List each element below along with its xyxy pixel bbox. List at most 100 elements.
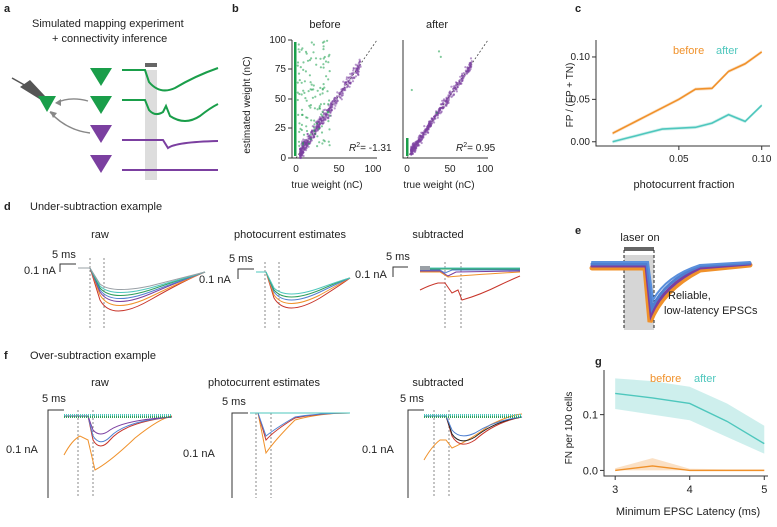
panel-b-before-false-positive-point — [318, 141, 321, 144]
panel-b-before-connected-point — [306, 144, 309, 147]
panel-d-estimates-scalebar — [237, 268, 254, 279]
panel-b-before-false-positive-point — [326, 90, 329, 93]
panel-g-axes — [603, 370, 768, 477]
panel-b-before-connected-point — [319, 117, 322, 121]
panel-b-before-false-positive-point — [304, 97, 307, 100]
panel-b-before-connected-point — [304, 149, 308, 152]
panel-f-title-raw: raw — [91, 377, 109, 389]
panel-b-before-false-positive-point — [314, 95, 317, 98]
panel-f-raw-traces — [63, 410, 173, 498]
panel-a-label: a — [4, 3, 11, 15]
panel-b-before-false-positive-point — [300, 128, 303, 132]
panel-b-before-connected-point — [299, 156, 302, 159]
panel-c-xtick-label: 0.05 — [669, 154, 689, 165]
panel-b-before-xtick-50: 50 — [333, 164, 345, 175]
panel-b-before-connected-point — [337, 95, 340, 98]
panel-b-before-false-positive-point — [319, 86, 322, 89]
panel-b-before-false-positive-point — [305, 129, 309, 133]
panel-b-before-connected-point — [345, 78, 348, 81]
panel-b-after-connected-point — [410, 147, 413, 150]
panel-b-before-false-positive-point — [296, 98, 299, 102]
presynaptic-green-neuron-icon — [90, 68, 112, 86]
panel-b-before-connected-point — [355, 67, 358, 70]
panel-b-xlabel-before: true weight (nC) — [291, 180, 362, 191]
panel-b-after-connected-point — [470, 63, 473, 66]
panel-b-before-connected-point — [348, 85, 351, 88]
panel-b-before-false-positive-point — [328, 128, 331, 131]
panel-b-after-false-positive-point — [439, 55, 442, 59]
panel-b-after-connected-point — [427, 125, 430, 128]
panel-b-before-connected-point — [352, 69, 355, 72]
panel-b-before-false-positive-point — [297, 72, 301, 75]
panel-b-before-false-positive-point — [298, 122, 301, 125]
panel-b-before-connected-point — [335, 96, 338, 99]
panel-b-after-connected-point — [434, 115, 437, 118]
panel-b-before-connected-point — [337, 92, 340, 95]
panel-b-before-connected-point — [340, 93, 343, 96]
panel-b-after-connected-point — [443, 105, 446, 108]
panel-b-before-false-positive-point — [300, 108, 304, 111]
panel-b-before-connected-point — [301, 150, 305, 153]
panel-b-before-false-positive-point — [321, 142, 324, 145]
panel-b-after-connected-point — [458, 79, 461, 82]
panel-b-after-connected-point — [469, 57, 473, 60]
panel-d: d Under-subtraction example raw photocur… — [4, 201, 521, 330]
panel-b-before-connected-point — [316, 129, 319, 132]
panel-b-before-false-positive-point — [300, 123, 303, 126]
panel-b-after-false-positive-point — [410, 88, 413, 92]
panel-b-before-connected-point — [339, 96, 342, 99]
panel-b-before-false-positive-point — [320, 131, 324, 134]
panel-b-before-connected-point — [306, 135, 309, 138]
panel-b-before-false-positive-point — [309, 104, 312, 107]
panel-b-after-green-column — [406, 138, 409, 156]
panel-f-raw-time-scale: 5 ms — [42, 393, 66, 405]
panel-b-after-connected-point — [450, 85, 453, 88]
panel-f-estimates-amp-scale: 0.1 nA — [183, 448, 215, 460]
panel-b-after-connected-point — [470, 60, 473, 63]
panel-d-raw-amp-scale: 0.1 nA — [24, 265, 56, 277]
panel-b-after-scatter — [410, 50, 473, 156]
panel-b-before-connected-point — [330, 109, 333, 112]
panel-b-label: b — [232, 3, 239, 15]
panel-b-before-false-positive-point — [327, 61, 330, 64]
panel-e-caption-line2: low-latency EPSCs — [664, 305, 758, 317]
panel-b-before-false-positive-point — [322, 83, 325, 86]
panel-b-before-false-positive-point — [297, 43, 300, 46]
panel-b-before-connected-point — [325, 109, 328, 112]
panel-b-before-false-positive-point — [312, 43, 315, 46]
panel-b-before-connected-point — [321, 122, 324, 125]
panel-b-after-connected-point — [447, 94, 450, 97]
panel-b-before-connected-point — [354, 71, 358, 74]
panel-b-before-connected-point — [302, 138, 305, 141]
panel-b-after-connected-point — [455, 90, 458, 93]
panel-b-before-connected-point — [331, 100, 334, 103]
panel-d-estimates-amp-scale: 0.1 nA — [199, 274, 231, 286]
panel-b-after-connected-point — [421, 131, 424, 134]
panel-f-subtracted-amp-scale: 0.1 nA — [362, 444, 394, 456]
panel-d-title-raw: raw — [91, 229, 109, 241]
panel-b-before-connected-point — [325, 116, 328, 119]
panel-b-before-connected-point — [299, 154, 302, 157]
panel-b-before-false-positive-point — [296, 91, 299, 94]
panel-b-after-connected-point — [469, 61, 472, 64]
panel-b-after-connected-point — [442, 102, 445, 105]
panel-f-subtracted-time-scale: 5 ms — [400, 393, 424, 405]
panel-b-before-false-positive-point — [322, 45, 325, 48]
panel-b-after-connected-point — [413, 145, 416, 148]
panel-b-before-connected-point — [318, 126, 321, 129]
response-trace-green-2 — [122, 99, 219, 122]
panel-b-before-false-positive-point — [308, 74, 311, 77]
panel-b-after-connected-point — [460, 77, 463, 80]
panel-b-after-connected-point — [452, 90, 455, 93]
panel-b-after-connected-point — [452, 85, 455, 88]
panel-b-after-r2-value: = 0.95 — [467, 143, 496, 154]
panel-b-before-false-positive-point — [327, 140, 330, 143]
panel-b-before-false-positive-point — [301, 143, 304, 146]
panel-b-before-connected-point — [341, 87, 345, 90]
panel-c: c 0.05 0.10 0.00 0.05 0.10 before after FP /… — [565, 3, 772, 191]
panel-b-before-false-positive-point — [304, 70, 307, 73]
panel-g-ylabel: FN per 100 cells — [564, 392, 575, 465]
panel-b-before-connected-point — [348, 78, 351, 81]
panel-b-before-connected-point — [354, 63, 357, 66]
